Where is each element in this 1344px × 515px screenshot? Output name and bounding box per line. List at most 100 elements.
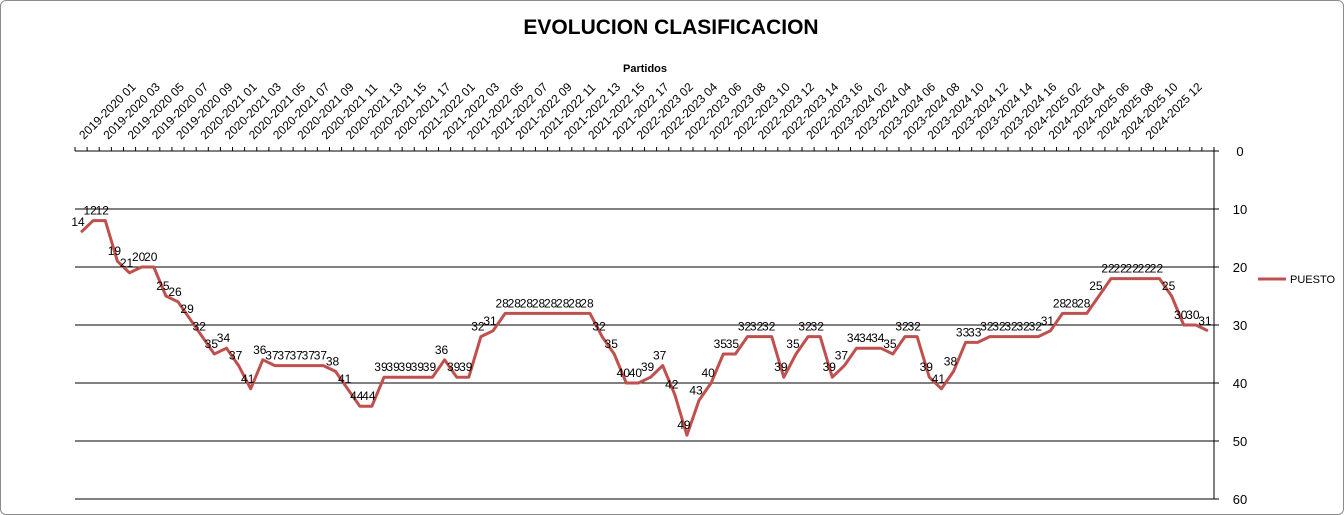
data-label: 31 (1198, 314, 1212, 328)
data-label: 32 (193, 320, 207, 334)
data-label: 12 (83, 204, 97, 218)
data-label: 34 (859, 331, 873, 345)
y-tick-label: 30 (1233, 318, 1247, 333)
data-label: 32 (980, 320, 994, 334)
data-label: 39 (641, 360, 655, 374)
data-label: 22 (1126, 262, 1140, 276)
data-label: 32 (1004, 320, 1018, 334)
data-label: 39 (774, 360, 788, 374)
data-label: 34 (871, 331, 885, 345)
data-label: 26 (168, 285, 182, 299)
y-tick-label: 40 (1233, 376, 1247, 391)
data-label: 35 (605, 337, 619, 351)
data-label: 36 (435, 343, 449, 357)
data-label: 28 (520, 296, 534, 310)
data-label: 36 (253, 343, 267, 357)
data-label: 30 (1174, 308, 1188, 322)
data-label: 35 (714, 337, 728, 351)
data-label: 31 (483, 314, 497, 328)
data-label: 22 (1113, 262, 1127, 276)
data-label: 38 (326, 354, 340, 368)
data-label: 35 (205, 337, 219, 351)
data-label: 28 (508, 296, 522, 310)
data-label: 33 (956, 325, 970, 339)
x-axis-title: Partidos (623, 63, 667, 75)
gridlines (75, 150, 1214, 500)
data-label: 28 (495, 296, 509, 310)
data-label: 29 (180, 302, 194, 316)
data-label: 40 (617, 366, 631, 380)
data-label: 32 (471, 320, 485, 334)
data-label: 37 (302, 349, 316, 363)
y-tick-label: 0 (1236, 144, 1243, 159)
data-label: 21 (120, 256, 134, 270)
y-tick-label: 10 (1233, 202, 1247, 217)
data-label: 25 (1162, 279, 1176, 293)
data-label: 28 (544, 296, 558, 310)
data-label: 32 (907, 320, 921, 334)
data-label: 28 (1077, 296, 1091, 310)
data-label: 37 (277, 349, 291, 363)
data-label: 37 (314, 349, 328, 363)
data-label: 14 (71, 215, 85, 229)
data-label: 32 (762, 320, 776, 334)
data-label: 39 (447, 360, 461, 374)
data-label: 22 (1138, 262, 1152, 276)
data-label: 44 (362, 389, 376, 403)
data-label: 35 (883, 337, 897, 351)
data-label: 28 (568, 296, 582, 310)
data-label: 31 (1041, 314, 1055, 328)
data-label: 39 (423, 360, 437, 374)
data-label: 34 (217, 331, 231, 345)
data-label: 39 (374, 360, 388, 374)
data-label: 28 (1053, 296, 1067, 310)
data-label: 37 (835, 349, 849, 363)
series-line-puesto (80, 219, 1209, 437)
chart-title: EVOLUCION CLASIFICACION (523, 16, 818, 39)
y-tick-label: 60 (1233, 492, 1247, 507)
data-label: 37 (229, 349, 243, 363)
data-label: 35 (726, 337, 740, 351)
data-label: 39 (386, 360, 400, 374)
axes (74, 147, 1219, 500)
legend-label: PUESTO (1290, 274, 1335, 286)
data-label: 44 (350, 389, 364, 403)
data-label: 40 (701, 366, 715, 380)
data-label: 34 (847, 331, 861, 345)
data-label: 19 (108, 244, 122, 258)
data-label: 32 (1029, 320, 1043, 334)
data-label: 22 (1150, 262, 1164, 276)
data-label: 41 (932, 372, 946, 386)
data-label: 35 (786, 337, 800, 351)
data-label: 33 (968, 325, 982, 339)
data-label: 12 (96, 204, 110, 218)
data-label: 40 (629, 366, 643, 380)
y-tick-label: 50 (1233, 434, 1247, 449)
data-label: 39 (399, 360, 413, 374)
data-label: 28 (532, 296, 546, 310)
data-label: 32 (895, 320, 909, 334)
series-lines (80, 219, 1209, 437)
data-label: 32 (1017, 320, 1031, 334)
data-label: 42 (665, 378, 679, 392)
data-label: 28 (580, 296, 594, 310)
data-label: 37 (289, 349, 303, 363)
y-tick-label: 20 (1233, 260, 1247, 275)
data-label: 32 (750, 320, 764, 334)
data-label: 49 (677, 418, 691, 432)
data-label: 39 (459, 360, 473, 374)
data-label: 43 (689, 383, 703, 397)
data-label: 32 (738, 320, 752, 334)
data-label: 38 (944, 354, 958, 368)
data-label: 32 (992, 320, 1006, 334)
data-label: 20 (144, 250, 158, 264)
data-label: 32 (592, 320, 606, 334)
data-label: 22 (1101, 262, 1115, 276)
data-label: 41 (241, 372, 255, 386)
data-label: 37 (265, 349, 279, 363)
data-label: 39 (920, 360, 934, 374)
data-label: 39 (411, 360, 425, 374)
